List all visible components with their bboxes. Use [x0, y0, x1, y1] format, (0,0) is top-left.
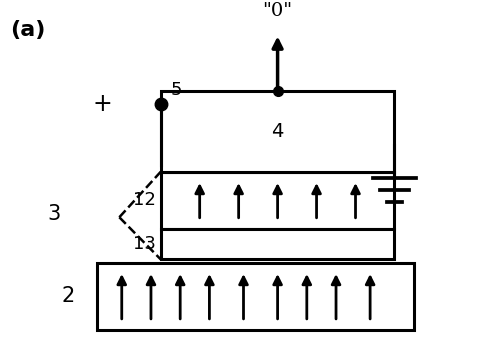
- Text: +: +: [93, 92, 112, 116]
- Bar: [161, 229, 394, 259]
- Text: 3: 3: [47, 204, 60, 224]
- Text: (a): (a): [10, 20, 45, 40]
- Text: 5: 5: [170, 81, 182, 99]
- Text: 4: 4: [271, 122, 284, 141]
- Bar: [161, 91, 394, 172]
- Text: 2: 2: [61, 286, 75, 306]
- Text: 12: 12: [133, 192, 156, 209]
- Text: "0": "0": [262, 2, 293, 20]
- Bar: [161, 172, 394, 229]
- Bar: [97, 263, 414, 330]
- Text: 13: 13: [133, 235, 156, 253]
